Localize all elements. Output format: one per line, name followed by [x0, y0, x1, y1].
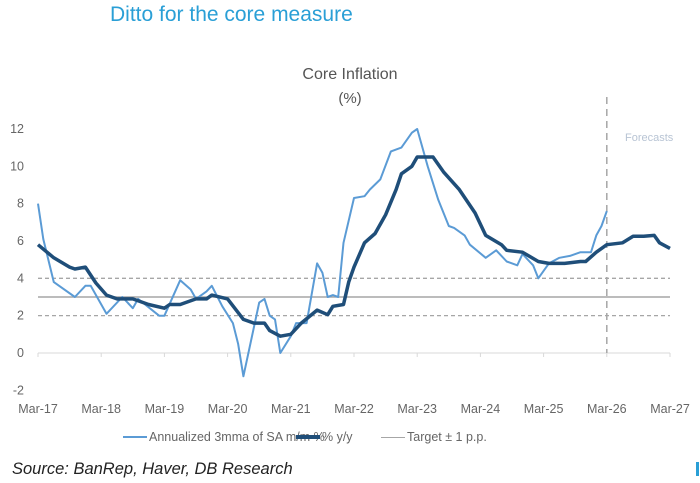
x-tick-label: Mar-21 [271, 402, 311, 416]
y-tick-label: -2 [13, 383, 24, 397]
y-tick-label: 10 [10, 159, 24, 173]
forecasts-annotation: Forecasts [625, 132, 674, 144]
legend-item-target: Target ± 1 p.p. [381, 430, 487, 444]
slide-title: Ditto for the core measure [110, 3, 353, 26]
chart-title: Core Inflation [302, 66, 398, 83]
x-tick-label: Mar-18 [81, 402, 121, 416]
x-tick-label: Mar-17 [18, 402, 58, 416]
x-tick-label: Mar-20 [208, 402, 248, 416]
y-tick-label: 6 [17, 234, 24, 248]
y-tick-label: 0 [17, 346, 24, 360]
y-tick-label: 4 [17, 271, 24, 285]
legend-swatch [296, 435, 320, 439]
x-tick-label: Mar-19 [145, 402, 185, 416]
y-tick-label: 12 [10, 122, 24, 136]
x-tick-label: Mar-24 [461, 402, 501, 416]
x-tick-label: Mar-22 [334, 402, 374, 416]
y-tick-label: 8 [17, 197, 24, 211]
legend-label: % y/y [322, 430, 353, 444]
legend-item-yoy: % y/y [296, 430, 353, 444]
x-tick-label: Mar-23 [397, 402, 437, 416]
series-line-yoy [36, 155, 671, 338]
chart-subtitle: (%) [338, 90, 362, 107]
x-tick-label: Mar-26 [587, 402, 627, 416]
legend-swatch [123, 436, 147, 438]
y-tick-label: 2 [17, 309, 24, 323]
legend-label: Target ± 1 p.p. [407, 430, 487, 444]
series-line-3mma [37, 128, 608, 378]
source-note: Source: BanRep, Haver, DB Research [12, 460, 293, 478]
legend-item-3mma: Annualized 3mma of SA m/m % [123, 430, 325, 444]
x-tick-label: Mar-27 [650, 402, 690, 416]
x-tick-label: Mar-25 [524, 402, 564, 416]
legend-swatch [381, 436, 405, 438]
legend-label: Annualized 3mma of SA m/m % [149, 430, 325, 444]
edge-marker [696, 462, 699, 476]
